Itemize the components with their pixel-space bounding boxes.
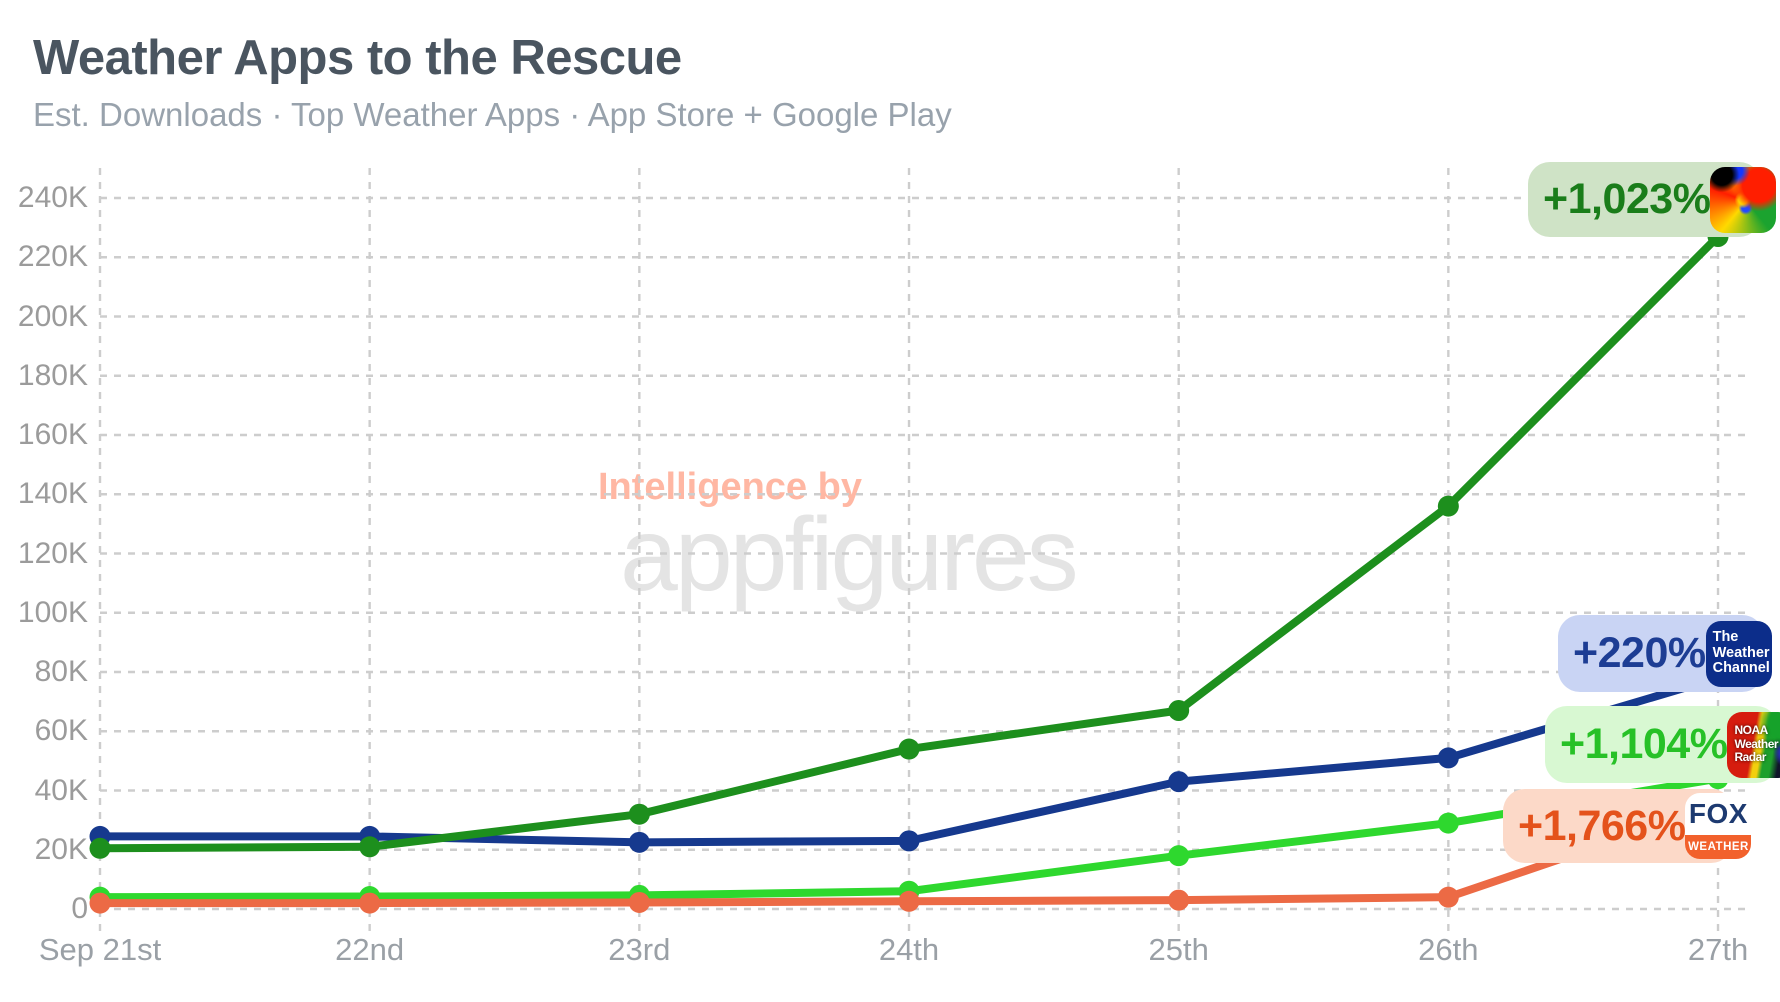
page-subtitle: Est. Downloads · Top Weather Apps · App …	[33, 96, 952, 133]
page-title: Weather Apps to the Rescue	[33, 31, 682, 85]
data-point-fox-weather	[359, 892, 381, 914]
badge-noaa-weather-radar: +1,104% NOAA Weather Radar	[1545, 706, 1780, 783]
data-point-fox-weather	[89, 892, 111, 914]
twc-icon-line3: Channel	[1712, 660, 1770, 677]
data-point-fox-weather	[628, 891, 650, 913]
badge-twc-label: +220%	[1573, 629, 1706, 677]
the-weather-channel-icon: The Weather Channel	[1705, 620, 1772, 687]
twc-icon-line1: The	[1712, 628, 1739, 645]
data-point-hurricane-radar-app	[359, 836, 381, 858]
data-point-noaa-weather-radar	[1168, 845, 1190, 867]
data-point-hurricane-radar-app	[628, 803, 650, 825]
fox-icon-wordmark: FOX	[1688, 798, 1748, 829]
data-point-fox-weather	[1168, 889, 1190, 911]
noaa-icon-line3: Radar	[1734, 750, 1766, 765]
gridlines	[98, 168, 1752, 932]
noaa-icon-line2: Weather	[1734, 736, 1779, 751]
chart-header: Weather Apps to the Rescue Est. Download…	[33, 30, 952, 134]
data-point-hurricane-radar-app	[89, 837, 111, 859]
data-point-fox-weather	[1437, 886, 1459, 908]
fox-icon-weather-band: WEATHER	[1685, 835, 1752, 859]
noaa-weather-radar-icon: NOAA Weather Radar	[1727, 711, 1780, 778]
badge-noaa-label: +1,104%	[1560, 720, 1728, 768]
data-point-hurricane-radar-app	[1168, 700, 1190, 722]
data-point-fox-weather	[898, 890, 920, 912]
series-fox-weather	[89, 794, 1729, 914]
badge-hurricane-radar-app: +1,023%	[1528, 162, 1777, 237]
hurricane-radar-icon	[1710, 166, 1777, 233]
badge-fox-label: +1,766%	[1518, 801, 1686, 850]
series-hurricane-radar-app	[89, 226, 1729, 859]
data-point-hurricane-radar-app	[1437, 495, 1459, 517]
data-point-hurricane-radar-app	[898, 738, 920, 760]
data-point-the-weather-channel	[1437, 747, 1459, 769]
twc-icon-line2: Weather	[1712, 644, 1770, 661]
fox-weather-icon: FOX WEATHER	[1685, 793, 1752, 859]
data-point-the-weather-channel	[898, 830, 920, 852]
noaa-icon-line1: NOAA	[1734, 722, 1768, 737]
badge-the-weather-channel: +220% The Weather Channel	[1558, 615, 1772, 692]
data-point-the-weather-channel	[1168, 771, 1190, 793]
data-point-the-weather-channel	[628, 831, 650, 853]
badge-fox-weather: +1,766% FOX WEATHER	[1503, 789, 1752, 863]
badge-hurricane-radar-label: +1,023%	[1543, 175, 1711, 223]
data-point-noaa-weather-radar	[1437, 812, 1459, 834]
